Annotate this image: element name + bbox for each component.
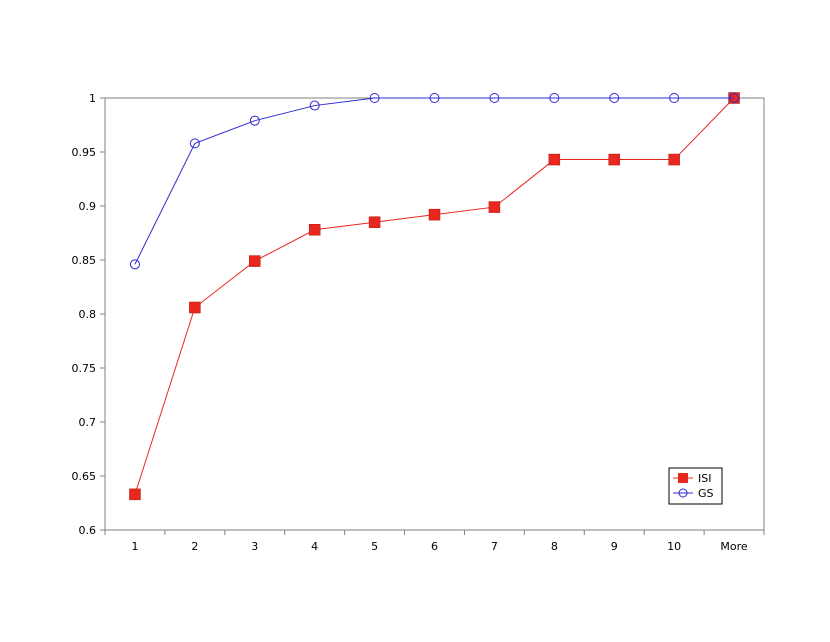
x-tick-label: 2 bbox=[191, 540, 198, 553]
legend-label: GS bbox=[698, 487, 714, 500]
y-tick-label: 0.75 bbox=[72, 362, 97, 375]
y-tick-label: 0.8 bbox=[79, 308, 97, 321]
x-tick-label: 6 bbox=[431, 540, 438, 553]
data-point-gs bbox=[729, 93, 740, 103]
legend-marker bbox=[678, 488, 688, 498]
data-point-isi bbox=[249, 255, 261, 267]
data-point-isi bbox=[428, 208, 441, 221]
data-point-gs bbox=[549, 93, 560, 103]
data-point-gs bbox=[609, 93, 620, 103]
data-point-isi bbox=[548, 153, 561, 166]
data-point-isi bbox=[308, 224, 321, 236]
series-line-gs bbox=[134, 97, 735, 265]
legend-marker bbox=[678, 473, 688, 483]
y-tick-label: 0.6 bbox=[79, 524, 97, 537]
x-tick-label: 8 bbox=[551, 540, 558, 553]
legend-label: ISI bbox=[698, 472, 711, 485]
y-tick-label: 0.7 bbox=[79, 416, 97, 429]
x-tick-label: 4 bbox=[311, 540, 318, 553]
legend-box bbox=[668, 467, 723, 505]
y-tick-label: 0.65 bbox=[72, 470, 97, 483]
data-point-gs bbox=[489, 93, 500, 103]
y-tick-label: 0.9 bbox=[79, 200, 97, 213]
plot-frame bbox=[104, 97, 765, 531]
legend-item-isi: ISI bbox=[673, 472, 711, 485]
y-axis: 0.6 0.65 0.7 0.75 0.8 0.85 0.9 0.95 1 bbox=[72, 92, 106, 537]
x-tick-label: More bbox=[720, 540, 748, 553]
x-tick-label: 1 bbox=[131, 540, 138, 553]
x-axis: 1 2 3 4 5 6 7 8 9 10 More bbox=[104, 529, 765, 553]
series-line-isi bbox=[134, 97, 735, 495]
series-isi bbox=[129, 92, 740, 501]
data-point-gs bbox=[429, 93, 440, 103]
data-point-gs bbox=[249, 115, 260, 126]
data-point-gs bbox=[309, 100, 320, 111]
data-point-isi bbox=[189, 301, 201, 314]
x-tick-label: 7 bbox=[491, 540, 498, 553]
data-point-isi bbox=[368, 216, 381, 228]
data-point-isi bbox=[608, 153, 620, 166]
series-gs bbox=[129, 93, 740, 270]
y-tick-label: 0.85 bbox=[72, 254, 97, 267]
x-tick-label: 9 bbox=[611, 540, 618, 553]
x-tick-label: 5 bbox=[371, 540, 378, 553]
data-point-gs bbox=[369, 93, 380, 103]
data-point-isi bbox=[129, 488, 141, 501]
x-tick-label: 10 bbox=[667, 540, 681, 553]
legend-item-gs: GS bbox=[673, 487, 714, 500]
legend: ISI GS bbox=[668, 467, 723, 505]
plot-area bbox=[104, 97, 765, 531]
data-point-isi bbox=[488, 201, 501, 213]
data-point-gs bbox=[189, 138, 200, 149]
data-point-gs bbox=[669, 93, 680, 103]
y-tick-label: 1 bbox=[89, 92, 96, 105]
x-tick-label: 3 bbox=[251, 540, 258, 553]
data-point-isi bbox=[668, 153, 680, 166]
series-layer bbox=[129, 92, 740, 501]
y-tick-label: 0.95 bbox=[72, 146, 97, 159]
data-point-gs bbox=[129, 259, 140, 270]
